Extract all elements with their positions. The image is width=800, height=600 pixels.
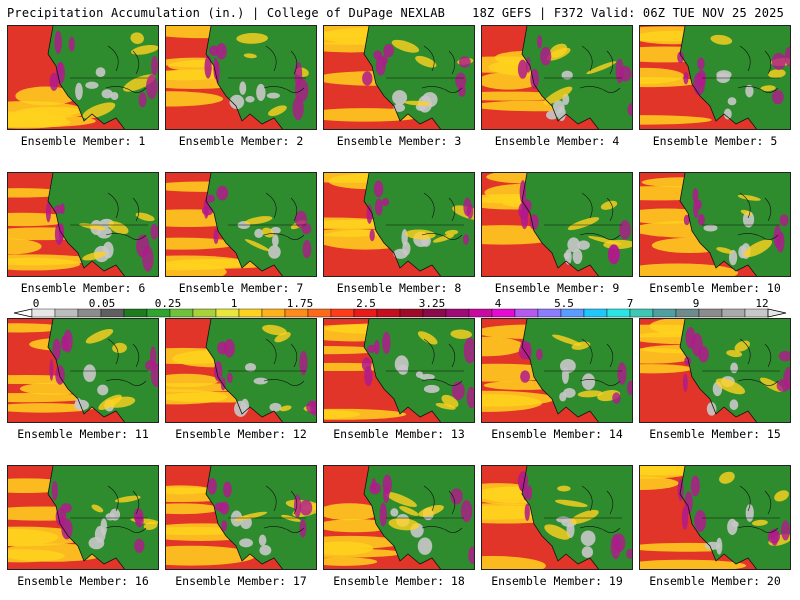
ensemble-member-map bbox=[481, 318, 633, 423]
ensemble-member-caption: Ensemble Member: 6 bbox=[20, 281, 146, 295]
colorbar-tick-label: 0.05 bbox=[88, 297, 116, 310]
colorbar-tick-label: 7 bbox=[626, 297, 634, 310]
ensemble-member-map bbox=[7, 172, 159, 277]
ensemble-member-caption: Ensemble Member: 19 bbox=[491, 574, 623, 588]
colorbar-swatch bbox=[468, 308, 493, 318]
colorbar-swatch bbox=[123, 308, 148, 318]
colorbar-swatch bbox=[330, 308, 355, 318]
ensemble-member-caption: Ensemble Member: 10 bbox=[649, 281, 781, 295]
colorbar-swatch bbox=[146, 308, 171, 318]
ensemble-member-caption: Ensemble Member: 14 bbox=[491, 427, 623, 441]
colorbar-swatch bbox=[238, 308, 263, 318]
colorbar-swatch bbox=[606, 308, 631, 318]
ensemble-member-caption: Ensemble Member: 20 bbox=[649, 574, 781, 588]
ensemble-member-caption: Ensemble Member: 2 bbox=[178, 134, 304, 148]
ensemble-member-map bbox=[639, 25, 791, 130]
ensemble-member-map bbox=[7, 25, 159, 130]
ensemble-member-map bbox=[7, 465, 159, 570]
ensemble-member-caption: Ensemble Member: 8 bbox=[336, 281, 462, 295]
colorbar-swatch bbox=[215, 308, 240, 318]
ensemble-member-caption: Ensemble Member: 16 bbox=[17, 574, 149, 588]
ensemble-member-map bbox=[481, 465, 633, 570]
colorbar-swatch bbox=[100, 308, 125, 318]
colorbar-tick-label: 0.25 bbox=[154, 297, 182, 310]
ensemble-member-caption: Ensemble Member: 17 bbox=[175, 574, 307, 588]
ensemble-member-map bbox=[165, 172, 317, 277]
colorbar-swatch bbox=[77, 308, 102, 318]
colorbar-swatch bbox=[721, 308, 746, 318]
ensemble-member-caption: Ensemble Member: 7 bbox=[178, 281, 304, 295]
colorbar-swatch bbox=[284, 308, 309, 318]
colorbar-swatch bbox=[307, 308, 332, 318]
ensemble-member-map bbox=[481, 25, 633, 130]
colorbar-swatch bbox=[537, 308, 562, 318]
colorbar-swatch bbox=[445, 308, 470, 318]
colorbar-tick-label: 5.5 bbox=[554, 297, 574, 310]
ensemble-member-caption: Ensemble Member: 5 bbox=[652, 134, 778, 148]
colorbar-swatch bbox=[491, 308, 516, 318]
ensemble-member-map bbox=[639, 465, 791, 570]
colorbar-swatch bbox=[422, 308, 447, 318]
ensemble-member-caption: Ensemble Member: 12 bbox=[175, 427, 307, 441]
colorbar-swatch bbox=[376, 308, 401, 318]
colorbar-swatch bbox=[675, 308, 700, 318]
model-run-info: 18Z GEFS | F372 Valid: 06Z TUE NOV 25 20… bbox=[472, 6, 784, 20]
colorbar-tick-label: 4 bbox=[494, 297, 502, 310]
precipitation-colorbar bbox=[13, 308, 787, 318]
colorbar-swatch bbox=[560, 308, 585, 318]
colorbar-swatch bbox=[192, 308, 217, 318]
ensemble-member-caption: Ensemble Member: 1 bbox=[20, 134, 146, 148]
colorbar-swatch bbox=[399, 308, 424, 318]
colorbar-swatch bbox=[169, 308, 194, 318]
ensemble-member-map bbox=[7, 318, 159, 423]
colorbar-swatch bbox=[31, 308, 56, 318]
ensemble-member-map bbox=[481, 172, 633, 277]
ensemble-member-caption: Ensemble Member: 11 bbox=[17, 427, 149, 441]
colorbar-swatch bbox=[652, 308, 677, 318]
colorbar-tick-label: 2.5 bbox=[356, 297, 376, 310]
colorbar-swatch bbox=[698, 308, 723, 318]
ensemble-member-caption: Ensemble Member: 3 bbox=[336, 134, 462, 148]
colorbar-tick-label: 1.75 bbox=[286, 297, 314, 310]
colorbar-swatch bbox=[629, 308, 654, 318]
ensemble-member-map bbox=[323, 318, 475, 423]
chart-title: Precipitation Accumulation (in.) | Colle… bbox=[7, 6, 446, 20]
colorbar-tick-label: 1 bbox=[230, 297, 238, 310]
colorbar-swatch bbox=[514, 308, 539, 318]
ensemble-member-caption: Ensemble Member: 13 bbox=[333, 427, 465, 441]
colorbar-tick-label: 12 bbox=[755, 297, 769, 310]
ensemble-member-map bbox=[323, 172, 475, 277]
colorbar-swatch bbox=[583, 308, 608, 318]
colorbar-swatch bbox=[353, 308, 378, 318]
ensemble-member-map bbox=[165, 465, 317, 570]
colorbar-swatch bbox=[261, 308, 286, 318]
ensemble-member-map bbox=[165, 318, 317, 423]
ensemble-member-caption: Ensemble Member: 15 bbox=[649, 427, 781, 441]
ensemble-member-caption: Ensemble Member: 4 bbox=[494, 134, 620, 148]
colorbar-tick-label: 0 bbox=[32, 297, 40, 310]
colorbar-swatch bbox=[744, 308, 769, 318]
ensemble-member-map bbox=[639, 318, 791, 423]
ensemble-member-map bbox=[165, 25, 317, 130]
colorbar-tick-label: 3.25 bbox=[418, 297, 446, 310]
ensemble-member-caption: Ensemble Member: 18 bbox=[333, 574, 465, 588]
colorbar-swatch bbox=[54, 308, 79, 318]
ensemble-member-caption: Ensemble Member: 9 bbox=[494, 281, 620, 295]
ensemble-member-map bbox=[639, 172, 791, 277]
ensemble-member-map bbox=[323, 25, 475, 130]
colorbar-tick-label: 9 bbox=[692, 297, 700, 310]
ensemble-member-map bbox=[323, 465, 475, 570]
